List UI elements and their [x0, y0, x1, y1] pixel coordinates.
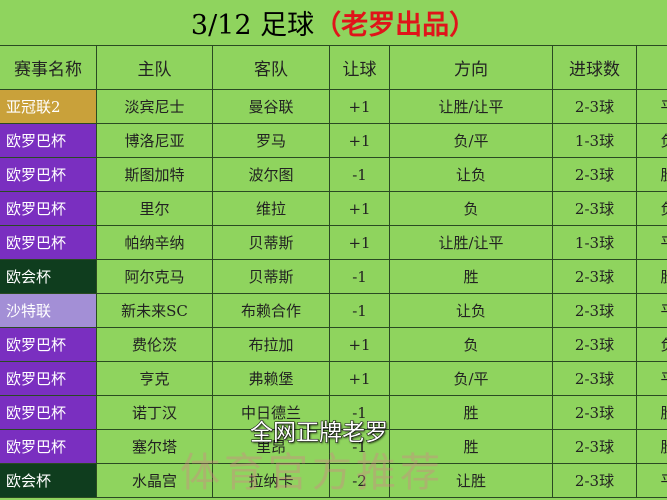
cell: 罗马: [213, 124, 330, 158]
cell: 胜: [390, 396, 553, 430]
subtitle: 全网正牌老罗: [250, 420, 389, 447]
league-cell: 沙特联: [0, 294, 97, 328]
title: 3/12 足球 （老罗出品）: [0, 0, 667, 46]
cell: 博洛尼亚: [97, 124, 213, 158]
league-cell: 欧罗巴杯: [0, 124, 97, 158]
cell: -1: [330, 430, 390, 464]
cell: 水晶宫: [97, 464, 213, 498]
cell: -1: [330, 260, 390, 294]
cell: 让负: [390, 158, 553, 192]
cell: 负: [637, 124, 667, 158]
header-cell: 方向: [390, 46, 553, 90]
cell: 波尔图: [213, 158, 330, 192]
cell: +1: [330, 362, 390, 396]
cell: 平: [637, 362, 667, 396]
cell: 负: [390, 192, 553, 226]
cell: 2-3球: [553, 430, 637, 464]
cell: -1: [330, 158, 390, 192]
league-cell: 亚冠联2: [0, 90, 97, 124]
cell: 贝蒂斯: [213, 260, 330, 294]
cell: 胜: [390, 430, 553, 464]
cell: 曼谷联: [213, 90, 330, 124]
title-author: （老罗出品）: [314, 10, 477, 41]
cell: +1: [330, 90, 390, 124]
cell: 1-3球: [553, 124, 637, 158]
cell: 2-3球: [553, 464, 637, 498]
cell: 费伦茨: [97, 328, 213, 362]
watermark: 体育官方推荐: [180, 450, 444, 496]
cell: 里尔: [97, 192, 213, 226]
cell: 平: [637, 90, 667, 124]
league-cell: 欧罗巴杯: [0, 192, 97, 226]
cell: 负/平: [390, 124, 553, 158]
cell: 负/平: [390, 362, 553, 396]
cell: 让胜/让平: [390, 226, 553, 260]
cell: 阿尔克马: [97, 260, 213, 294]
cell: 拉纳卡: [213, 464, 330, 498]
cell: 新未来SC: [97, 294, 213, 328]
cell: 塞尔塔: [97, 430, 213, 464]
league-cell: 欧罗巴杯: [0, 430, 97, 464]
cell: 胜: [637, 158, 667, 192]
cell: +1: [330, 124, 390, 158]
cell: 2-3球: [553, 192, 637, 226]
league-cell: 欧罗巴杯: [0, 328, 97, 362]
cell: 负: [637, 192, 667, 226]
cell: 维拉: [213, 192, 330, 226]
header-cell: 主队: [97, 46, 213, 90]
league-cell: 欧会杯: [0, 260, 97, 294]
cell: 平: [637, 226, 667, 260]
cell: 胜: [637, 396, 667, 430]
cell: 里昂: [213, 430, 330, 464]
cell: +1: [330, 328, 390, 362]
header-cell: 让球: [330, 46, 390, 90]
cell: 让胜: [390, 464, 553, 498]
league-cell: 欧罗巴杯: [0, 158, 97, 192]
league-cell: 欧会杯: [0, 464, 97, 498]
cell: 胜: [390, 260, 553, 294]
cell: 布拉加: [213, 328, 330, 362]
league-cell: 欧罗巴杯: [0, 362, 97, 396]
cell: -1: [330, 294, 390, 328]
cell: 胜: [637, 430, 667, 464]
cell: 负: [390, 328, 553, 362]
cell: 1-3球: [553, 226, 637, 260]
cell: 平: [637, 464, 667, 498]
cell: 弗赖堡: [213, 362, 330, 396]
cell: 2-3球: [553, 362, 637, 396]
cell: 平: [637, 294, 667, 328]
cell: 2-3球: [553, 158, 637, 192]
title-main: 3/12 足球: [190, 10, 315, 41]
cell: 诺丁汉: [97, 396, 213, 430]
cell: +1: [330, 192, 390, 226]
cell: 中日德兰: [213, 396, 330, 430]
cell: 2-3球: [553, 260, 637, 294]
cell: -1: [330, 396, 390, 430]
header-cell: 赛事名称: [0, 46, 97, 90]
league-cell: 欧罗巴杯: [0, 226, 97, 260]
cell: 帕纳辛纳: [97, 226, 213, 260]
cell: 负: [637, 328, 667, 362]
header-cell: 客队: [213, 46, 330, 90]
cell: 2-3球: [553, 328, 637, 362]
cell: 淡宾尼士: [97, 90, 213, 124]
league-cell: 欧罗巴杯: [0, 396, 97, 430]
cell: 2-3球: [553, 90, 637, 124]
cell: 胜: [637, 260, 667, 294]
cell: 布赖合作: [213, 294, 330, 328]
cell: 亨克: [97, 362, 213, 396]
header-cell: 进球数: [553, 46, 637, 90]
cell: +1: [330, 226, 390, 260]
cell: 2-3球: [553, 294, 637, 328]
cell: 斯图加特: [97, 158, 213, 192]
cell: 贝蒂斯: [213, 226, 330, 260]
header-cell: [637, 46, 667, 90]
cell: 让胜/让平: [390, 90, 553, 124]
cell: -2: [330, 464, 390, 498]
cell: 2-3球: [553, 396, 637, 430]
cell: 让负: [390, 294, 553, 328]
